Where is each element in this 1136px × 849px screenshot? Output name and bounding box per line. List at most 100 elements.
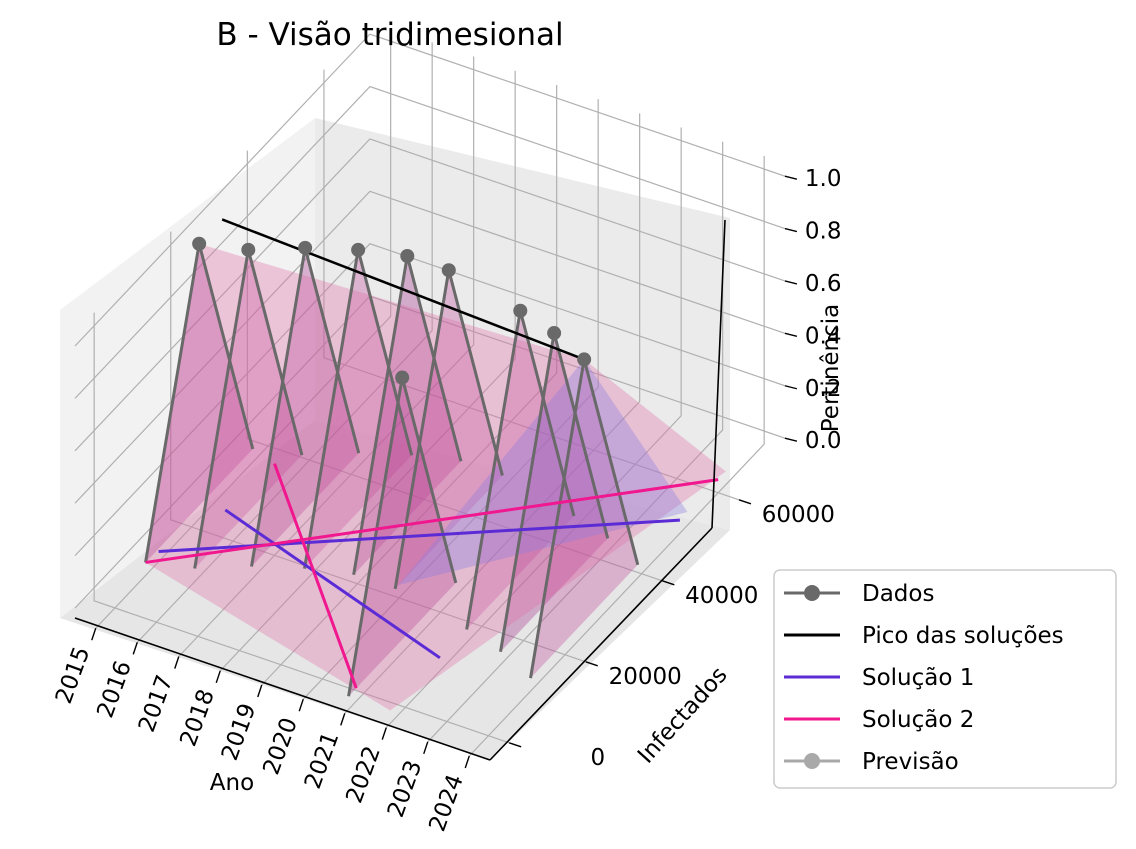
- pane-back-left: [60, 118, 315, 618]
- z-tick-label-3: 0.6: [805, 271, 842, 297]
- x-tick-label-7: 2022: [341, 743, 385, 807]
- z-tick-mark-3: [784, 280, 798, 285]
- membership-surface-0: [145, 243, 253, 563]
- z-tick-label-5: 1.0: [805, 166, 842, 192]
- x-tick-mark-4: [257, 684, 263, 698]
- y-tick-label-0: 0: [591, 745, 606, 771]
- x-tick-label-5: 2020: [258, 714, 302, 778]
- data-point-7: [513, 303, 528, 318]
- z-tick-label-2: 0.4: [805, 323, 842, 349]
- grid-line-z-1: [74, 243, 786, 557]
- x-tick-label-1: 2016: [92, 658, 136, 722]
- data-point-6: [395, 370, 410, 385]
- grid-line-x-4: [261, 84, 558, 686]
- y-axis-line: [489, 527, 713, 761]
- y-tick-mark-3: [738, 499, 752, 505]
- grid-line-y-1: [170, 231, 586, 663]
- grid-line-x-0: [95, 28, 392, 629]
- membership-surface-5: [395, 270, 503, 589]
- x-tick-mark-0: [91, 627, 97, 641]
- y-tick-mark-0: [508, 742, 522, 748]
- solution-2-line-a: [145, 478, 719, 564]
- data-point-0: [192, 236, 207, 251]
- x-tick-label-3: 2018: [175, 686, 219, 750]
- membership-surface-7: [466, 310, 574, 630]
- legend-label-3: Solução 2: [862, 707, 974, 733]
- data-point-5: [441, 263, 456, 278]
- data-point-2: [298, 240, 313, 255]
- pane-floor: [60, 420, 730, 760]
- z-axis-line: [711, 219, 726, 529]
- solution-1-line-a: [158, 518, 680, 553]
- z-tick-mark-2: [784, 332, 798, 338]
- x-tick-label-2: 2017: [134, 672, 178, 736]
- data-point-9: [577, 352, 592, 367]
- membership-surface-1: [194, 249, 302, 569]
- x-tick-label-4: 2019: [217, 700, 261, 764]
- data-point-8: [547, 326, 562, 341]
- z-tick-mark-4: [784, 227, 798, 233]
- z-tick-label-1: 0.2: [805, 376, 842, 402]
- membership-surface-9: [530, 359, 638, 679]
- x-tick-mark-6: [340, 713, 346, 726]
- membership-surface-4: [353, 256, 461, 575]
- solution-1-line-b: [224, 508, 441, 660]
- grid-line-x-9: [468, 155, 765, 757]
- z-axis-label: Pertinência: [818, 304, 844, 433]
- legend: Dados Pico das soluções Solução 1 Solução 2…: [773, 569, 1117, 789]
- grid-line-x-7: [385, 127, 682, 729]
- grid-line-x-6: [344, 113, 641, 714]
- z-tick-mark-1: [784, 385, 798, 390]
- legend-box: [773, 569, 1117, 789]
- data-point-3: [351, 242, 366, 257]
- chart-grid: [74, 28, 786, 757]
- chart-markers: [192, 236, 592, 385]
- x-tick-mark-1: [132, 642, 138, 655]
- legend-marker-4: [804, 753, 820, 769]
- z-tick-label-4: 0.8: [805, 219, 842, 245]
- x-tick-label-9: 2024: [424, 771, 468, 835]
- grid-line-x-8: [427, 141, 724, 743]
- membership-surface-2: [251, 247, 359, 567]
- x-tick-mark-7: [381, 727, 387, 740]
- grid-line-x-3: [219, 70, 516, 672]
- solution-1-surface: [399, 359, 688, 585]
- z-tick-mark-5: [784, 175, 798, 180]
- y-tick-label-3: 60000: [762, 502, 835, 528]
- grid-line-z-5: [74, 33, 786, 347]
- grid-line-y-0: [93, 312, 510, 744]
- legend-marker-0: [804, 585, 820, 601]
- y-tick-mark-2: [662, 580, 675, 586]
- membership-surface-3: [304, 249, 412, 569]
- grid-line-y-3: [323, 69, 740, 501]
- grid-line-x-1: [136, 42, 433, 643]
- x-tick-mark-5: [298, 698, 304, 712]
- y-tick-label-2: 40000: [685, 583, 758, 609]
- x-tick-label-0: 2015: [51, 643, 95, 707]
- x-tick-mark-2: [174, 656, 180, 669]
- x-axis-line: [74, 617, 491, 761]
- legend-label-1: Pico das soluções: [862, 623, 1064, 649]
- legend-label-4: Previsão: [862, 749, 959, 775]
- grid-line-x-5: [302, 99, 599, 700]
- x-tick-label-6: 2021: [300, 729, 344, 793]
- x-axis-label: Ano: [210, 770, 254, 796]
- x-tick-mark-3: [215, 670, 221, 684]
- data-point-1: [241, 242, 256, 257]
- z-tick-mark-0: [784, 437, 798, 442]
- membership-surface-8: [500, 333, 608, 652]
- data-point-4: [400, 249, 415, 263]
- x-tick-mark-8: [423, 741, 429, 755]
- solution-2-line-b: [273, 463, 358, 689]
- y-tick-mark-1: [585, 661, 598, 667]
- chart-axes: [74, 219, 726, 761]
- legend-label-2: Solução 1: [862, 665, 974, 691]
- peak-line: [221, 218, 585, 361]
- z-tick-label-0: 0.0: [805, 428, 842, 454]
- grid-line-x-2: [178, 56, 475, 658]
- x-tick-mark-9: [464, 755, 470, 769]
- x-tick-label-8: 2023: [383, 757, 427, 821]
- grid-line-z-3: [74, 138, 786, 452]
- grid-line-z-4: [74, 85, 786, 399]
